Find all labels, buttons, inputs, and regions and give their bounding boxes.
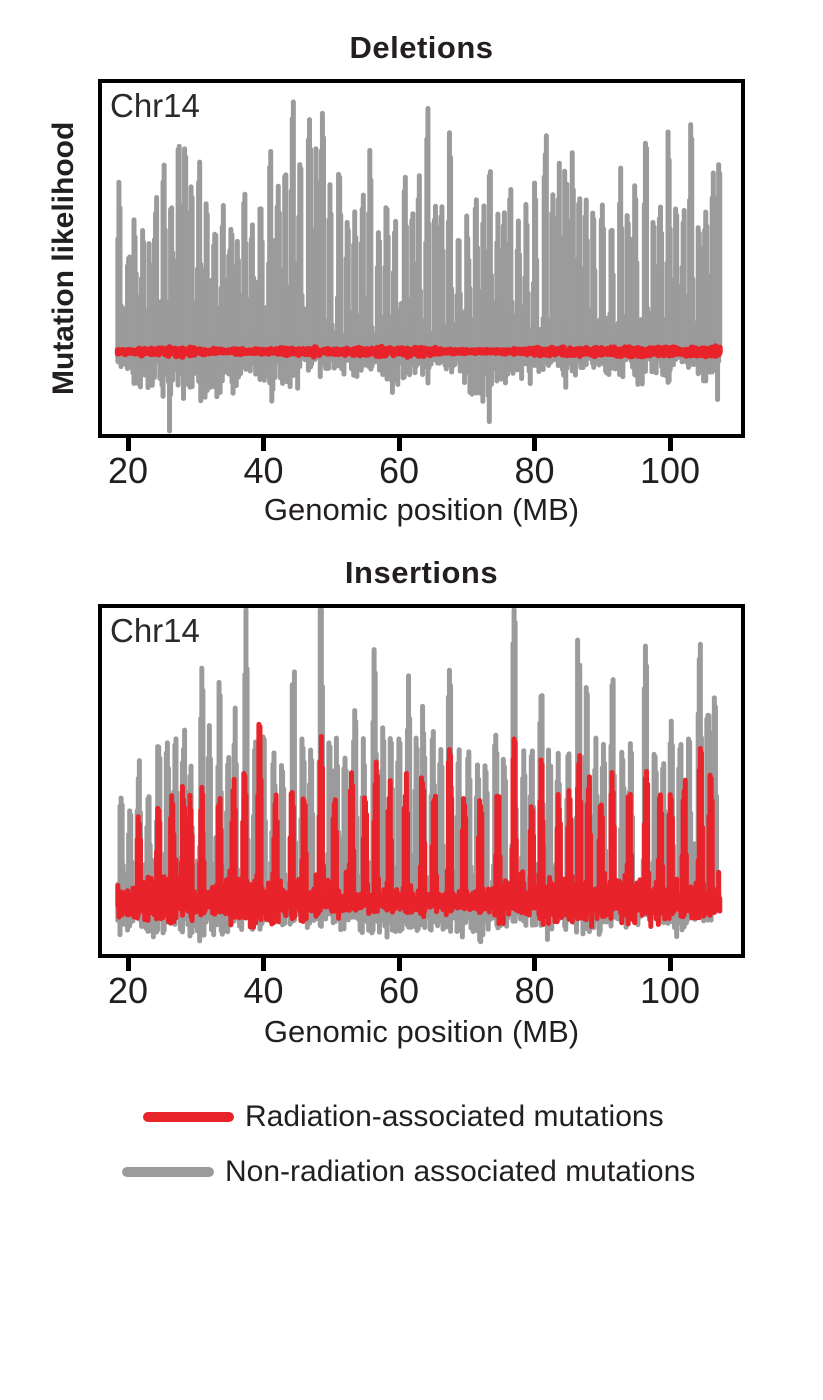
insertions-plot-box: Chr14 xyxy=(98,604,745,958)
deletions-x-axis-ticks: 20 40 60 80 100 xyxy=(0,434,823,494)
x-tick xyxy=(396,438,402,451)
deletions-plot-canvas xyxy=(102,83,741,434)
legend-label-non-radiation: Non-radiation associated mutations xyxy=(225,1155,696,1188)
legend-label-radiation: Radiation-associated mutations xyxy=(245,1100,664,1133)
legend-item-non-radiation: Non-radiation associated mutations xyxy=(0,1152,823,1192)
insertions-x-axis-ticks: 20 40 60 80 100 xyxy=(0,954,823,1014)
chromosome-label: Chr14 xyxy=(110,612,200,649)
x-tick-label: 80 xyxy=(514,970,555,1011)
x-tick-label: 40 xyxy=(243,450,284,491)
x-tick-label: 40 xyxy=(243,970,284,1011)
deletions-panel-title: Deletions xyxy=(349,30,494,65)
x-tick xyxy=(261,438,266,451)
insertions-plot-canvas xyxy=(102,608,741,954)
x-tick-label: 20 xyxy=(107,450,149,491)
x-tick xyxy=(396,958,402,971)
non-radiation-line-swatch xyxy=(122,1167,214,1177)
deletions-x-axis-label: Genomic position (MB) xyxy=(263,492,580,527)
x-tick xyxy=(667,438,673,451)
x-tick-label: 80 xyxy=(514,450,555,491)
x-tick xyxy=(532,958,537,971)
x-tick-label: 60 xyxy=(378,450,420,491)
x-tick xyxy=(125,438,131,451)
insertions-panel-title: Insertions xyxy=(344,555,499,590)
x-tick-label: 20 xyxy=(107,970,149,1011)
x-tick-label: 100 xyxy=(639,970,701,1011)
x-tick xyxy=(125,958,131,971)
x-tick xyxy=(532,438,537,451)
y-axis-label: Mutation likelihood xyxy=(47,121,80,396)
x-tick xyxy=(667,958,673,971)
x-tick-label: 100 xyxy=(639,450,701,491)
radiation-line-swatch xyxy=(143,1112,234,1122)
insertions-x-axis-label: Genomic position (MB) xyxy=(263,1014,580,1049)
legend-item-radiation: Radiation-associated mutations xyxy=(0,1097,823,1137)
x-tick xyxy=(261,958,266,971)
x-tick-label: 60 xyxy=(378,970,420,1011)
chromosome-label: Chr14 xyxy=(110,87,200,124)
deletions-plot-box: Chr14 xyxy=(98,79,745,438)
